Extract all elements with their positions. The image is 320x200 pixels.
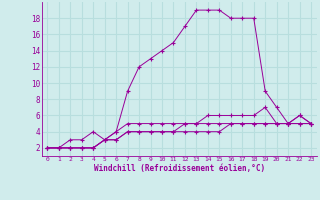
X-axis label: Windchill (Refroidissement éolien,°C): Windchill (Refroidissement éolien,°C): [94, 164, 265, 173]
